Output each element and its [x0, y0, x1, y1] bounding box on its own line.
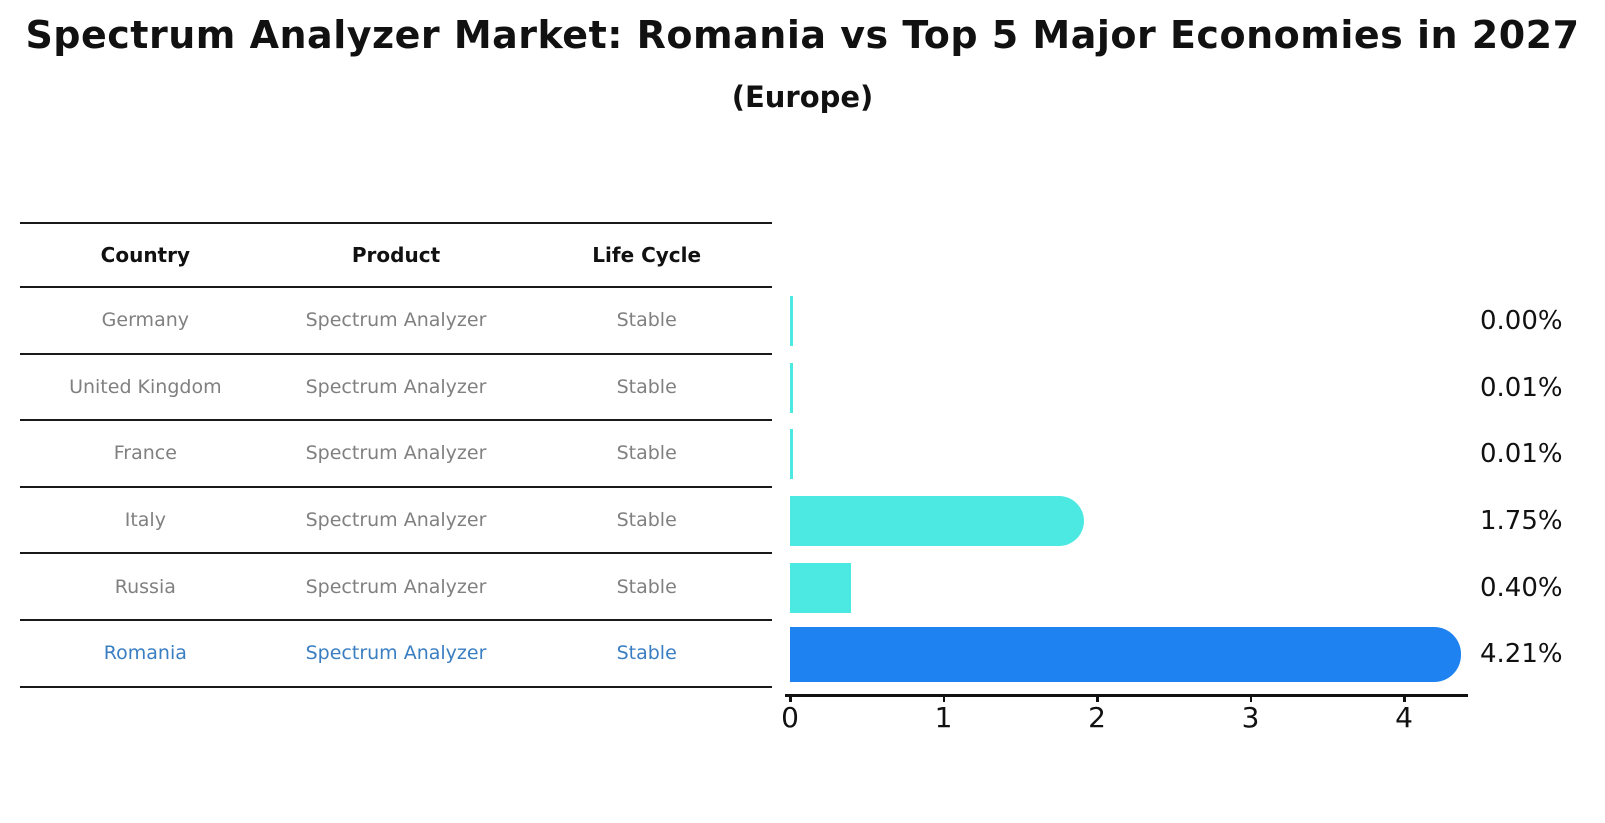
x-axis-tick	[1249, 696, 1252, 702]
table-row-italy: Italy Spectrum Analyzer Stable	[20, 488, 772, 555]
country-cell: Russia	[114, 575, 176, 598]
x-axis-tick	[942, 696, 945, 702]
bar-russia	[790, 562, 852, 613]
x-axis-tick-label: 1	[934, 701, 953, 734]
value-label-germany: 0.00%	[1480, 306, 1563, 337]
value-label-italy: 1.75%	[1480, 506, 1563, 537]
product-cell: Spectrum Analyzer	[305, 642, 487, 665]
bar-row-russia: 0.40%	[790, 554, 1605, 621]
chart-subtitle: (Europe)	[731, 80, 874, 114]
bar-germany	[790, 296, 793, 347]
bar-romania	[790, 626, 1462, 682]
product-cell: Spectrum Analyzer	[305, 509, 487, 532]
product-cell: Spectrum Analyzer	[305, 309, 487, 332]
column-header-life-cycle: Life Cycle	[592, 243, 702, 267]
column-header-product: Product	[351, 243, 441, 267]
product-cell: Spectrum Analyzer	[305, 575, 487, 598]
life-cycle-cell: Stable	[616, 642, 677, 665]
country-cell: Italy	[124, 509, 166, 532]
bar-row-romania: 4.21%	[790, 621, 1605, 688]
bar-row-germany: 0.00%	[790, 288, 1605, 355]
country-cell: Romania	[103, 642, 187, 665]
x-axis-tick	[1096, 696, 1099, 702]
x-axis-tick	[789, 696, 792, 702]
life-cycle-cell: Stable	[616, 575, 677, 598]
bar-row-united-kingdom: 0.01%	[790, 355, 1605, 422]
country-table: Country Product Life Cycle Germany Spect…	[20, 222, 772, 688]
life-cycle-cell: Stable	[616, 375, 677, 398]
product-cell: Spectrum Analyzer	[305, 442, 487, 465]
value-label-romania: 4.21%	[1480, 639, 1563, 670]
bar-italy	[790, 496, 1084, 547]
country-cell: Germany	[101, 309, 189, 332]
country-cell: France	[113, 442, 177, 465]
x-axis-tick-label: 3	[1241, 701, 1260, 734]
table-row-germany: Germany Spectrum Analyzer Stable	[20, 288, 772, 355]
column-header-country: Country	[100, 243, 191, 267]
table-row-united-kingdom: United Kingdom Spectrum Analyzer Stable	[20, 355, 772, 422]
bar-united-kingdom	[790, 362, 793, 413]
value-label-russia: 0.40%	[1480, 572, 1563, 603]
bar-row-italy: 1.75%	[790, 488, 1605, 555]
life-cycle-cell: Stable	[616, 442, 677, 465]
table-row-romania: Romania Spectrum Analyzer Stable	[20, 621, 772, 688]
product-cell: Spectrum Analyzer	[305, 375, 487, 398]
x-axis-tick	[1403, 696, 1406, 702]
x-axis-tick-label: 2	[1088, 701, 1106, 734]
bar-france	[790, 429, 793, 480]
table-row-france: France Spectrum Analyzer Stable	[20, 421, 772, 488]
table-row-russia: Russia Spectrum Analyzer Stable	[20, 554, 772, 621]
life-cycle-cell: Stable	[616, 509, 677, 532]
value-label-france: 0.01%	[1480, 439, 1563, 470]
country-cell: United Kingdom	[69, 375, 222, 398]
chart-title: Spectrum Analyzer Market: Romania vs Top…	[25, 13, 1580, 57]
table-header-row: Country Product Life Cycle	[20, 222, 772, 288]
x-axis-tick-label: 0	[781, 701, 799, 734]
bar-row-france: 0.01%	[790, 421, 1605, 488]
x-axis-line	[785, 694, 1468, 697]
x-axis-tick-label: 4	[1395, 701, 1413, 734]
life-cycle-cell: Stable	[616, 309, 677, 332]
value-label-united-kingdom: 0.01%	[1480, 372, 1563, 403]
